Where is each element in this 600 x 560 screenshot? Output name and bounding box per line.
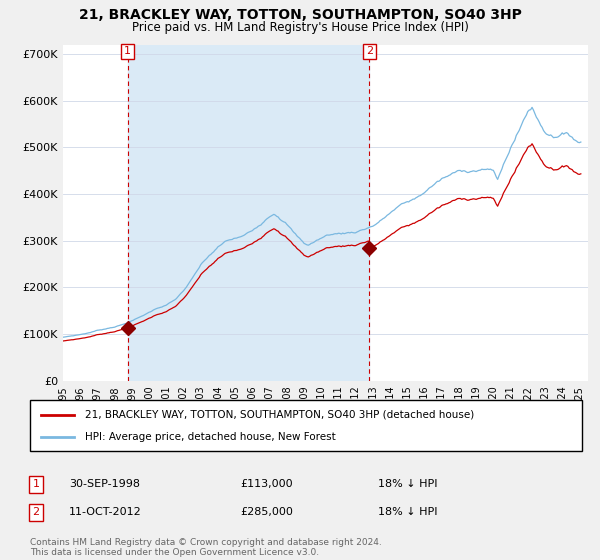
Text: 18% ↓ HPI: 18% ↓ HPI	[378, 507, 437, 517]
Text: 18% ↓ HPI: 18% ↓ HPI	[378, 479, 437, 489]
Text: 21, BRACKLEY WAY, TOTTON, SOUTHAMPTON, SO40 3HP: 21, BRACKLEY WAY, TOTTON, SOUTHAMPTON, S…	[79, 8, 521, 22]
Text: 11-OCT-2012: 11-OCT-2012	[69, 507, 142, 517]
Text: HPI: Average price, detached house, New Forest: HPI: Average price, detached house, New …	[85, 432, 336, 442]
Text: 2: 2	[365, 46, 373, 57]
Text: 1: 1	[124, 46, 131, 57]
FancyBboxPatch shape	[30, 400, 582, 451]
Text: 1: 1	[32, 479, 40, 489]
Text: £285,000: £285,000	[240, 507, 293, 517]
Text: 2: 2	[32, 507, 40, 517]
Text: 30-SEP-1998: 30-SEP-1998	[69, 479, 140, 489]
Text: 21, BRACKLEY WAY, TOTTON, SOUTHAMPTON, SO40 3HP (detached house): 21, BRACKLEY WAY, TOTTON, SOUTHAMPTON, S…	[85, 409, 475, 419]
Bar	[128, 45, 369, 381]
Text: Price paid vs. HM Land Registry's House Price Index (HPI): Price paid vs. HM Land Registry's House …	[131, 21, 469, 34]
Text: £113,000: £113,000	[240, 479, 293, 489]
Text: Contains HM Land Registry data © Crown copyright and database right 2024.
This d: Contains HM Land Registry data © Crown c…	[30, 538, 382, 557]
